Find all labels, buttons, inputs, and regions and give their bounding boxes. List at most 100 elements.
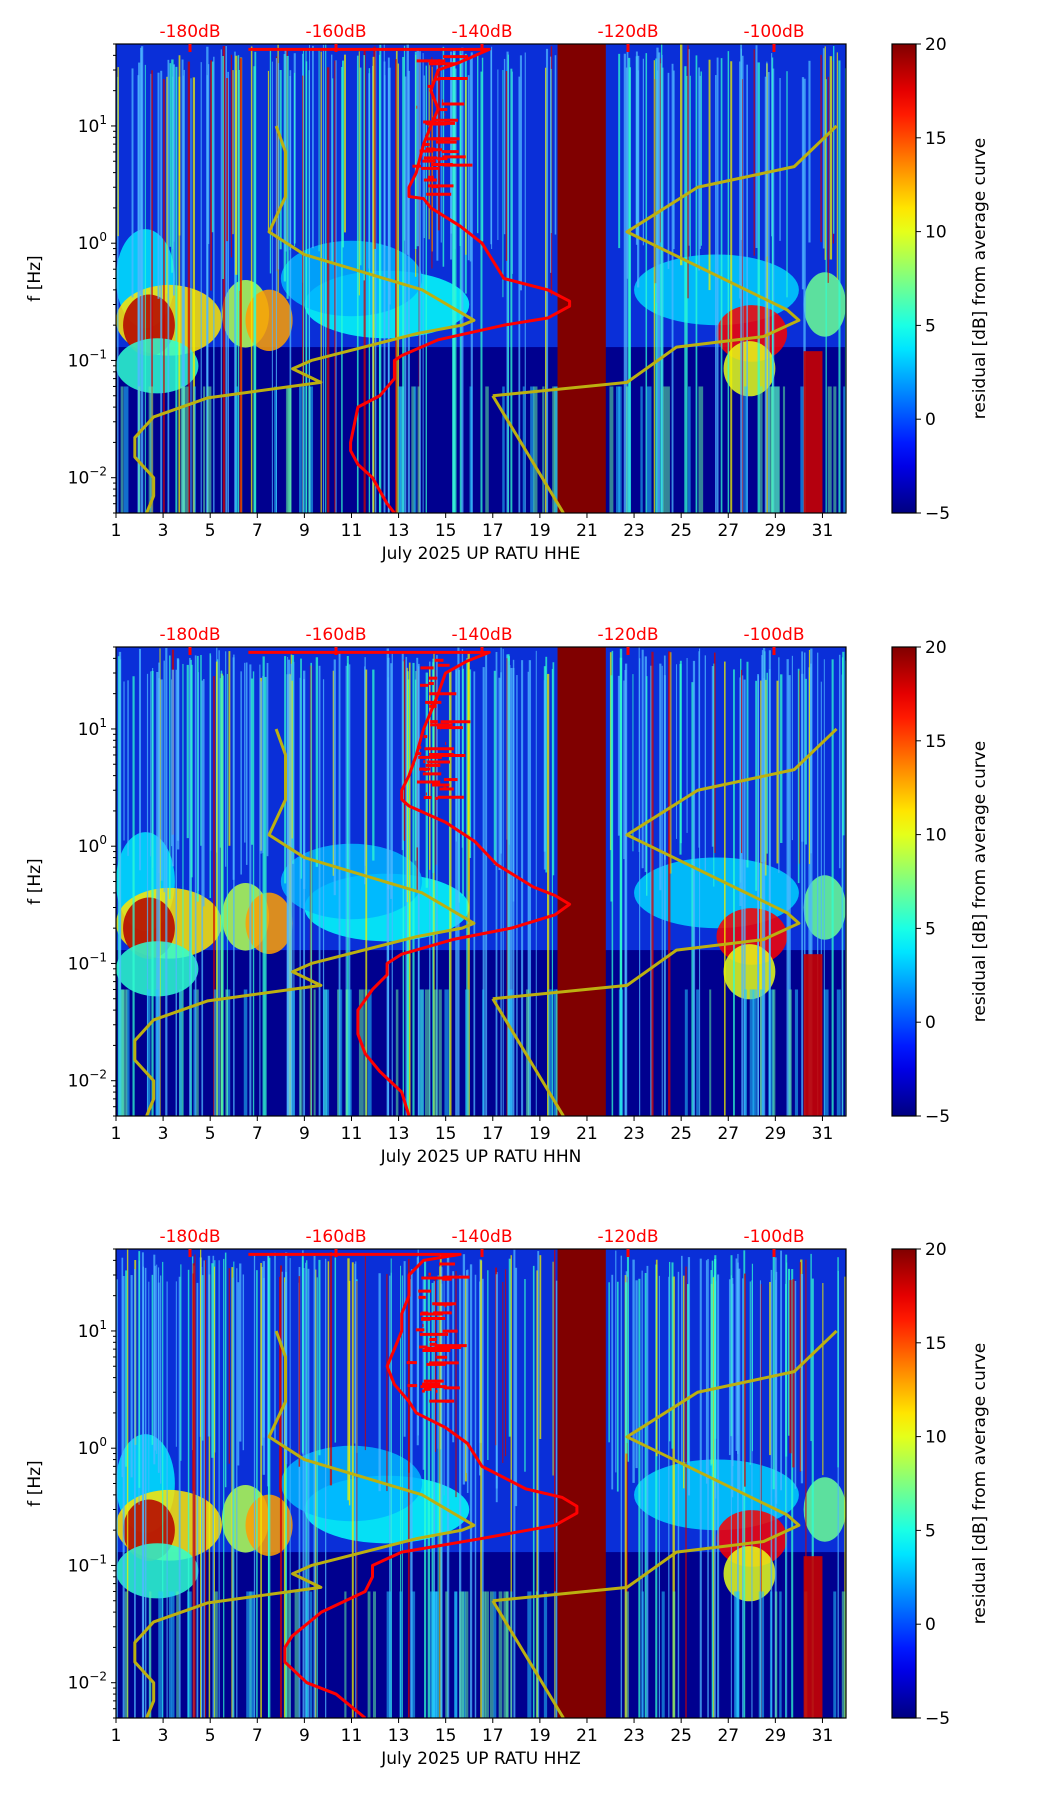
lowfreq-streak: [552, 386, 555, 513]
x-tick-label: 19: [529, 1726, 551, 1746]
transient-streak: [368, 73, 371, 269]
transient-streak: [437, 59, 440, 231]
transient-streak: [820, 54, 822, 243]
lowfreq-streak: [627, 386, 631, 513]
colorbar-tick-label: 5: [925, 316, 936, 336]
transient-streak: [256, 1270, 258, 1718]
transient-streak: [439, 1266, 441, 1718]
transient-streak: [462, 1254, 466, 1485]
transient-streak: [126, 1249, 129, 1718]
transient-streak: [225, 46, 228, 513]
colorbar-tick-label: 20: [925, 638, 947, 658]
x-tick-label: 9: [299, 521, 310, 541]
transient-streak: [213, 1266, 215, 1718]
lowfreq-streak: [553, 989, 558, 1116]
transient-streak: [646, 676, 648, 896]
transient-streak: [661, 54, 663, 513]
transient-streak: [224, 1252, 227, 1488]
colorbar-tick-label: 0: [925, 1615, 936, 1635]
transient-streak: [403, 659, 406, 841]
transient-streak: [316, 1277, 318, 1718]
lowfreq-streak: [759, 386, 763, 513]
transient-streak: [268, 1257, 271, 1718]
transient-streak: [233, 1261, 235, 1718]
transient-streak: [332, 78, 334, 262]
colorbar-tick-label: 10: [925, 826, 947, 846]
transient-streak: [222, 56, 224, 279]
lowfreq-streak: [168, 1591, 172, 1718]
y-tick-label: 10−1: [68, 1552, 107, 1576]
transient-streak: [779, 78, 781, 241]
transient-streak: [699, 75, 701, 249]
transient-streak: [491, 46, 493, 250]
transient-streak: [786, 71, 788, 298]
y-axis-label: f [Hz]: [25, 1460, 45, 1506]
lowfreq-streak: [313, 989, 316, 1116]
transient-streak: [132, 676, 135, 1116]
lowfreq-streak: [123, 386, 129, 513]
transient-streak: [331, 54, 333, 265]
lowfreq-streak: [782, 386, 786, 513]
colorbar-label: residual [dB] from average curve: [970, 1343, 990, 1624]
transient-streak: [228, 1268, 230, 1464]
lowfreq-streak: [661, 1591, 665, 1718]
x-tick-label: 7: [252, 521, 263, 541]
transient-streak: [433, 653, 435, 1116]
x-tick-label: 21: [576, 1726, 598, 1746]
transient-streak: [827, 76, 829, 283]
transient-streak: [470, 52, 473, 513]
transient-streak: [822, 48, 825, 249]
transient-streak: [358, 51, 360, 296]
x-tick-label: 3: [158, 1124, 169, 1144]
lowfreq-streak: [301, 386, 306, 513]
y-tick-label: 10−2: [68, 465, 107, 489]
transient-streak: [239, 58, 242, 513]
db-tick-label: -120dB: [597, 22, 658, 42]
y-tick-label: 10−1: [68, 347, 107, 371]
lowfreq-streak: [794, 989, 799, 1116]
transient-streak: [485, 651, 488, 1116]
lowfreq-streak: [525, 989, 530, 1116]
transient-streak: [741, 55, 744, 513]
transient-streak: [611, 1274, 614, 1490]
transient-streak: [535, 650, 537, 1116]
colorbar-tick-label: 20: [925, 35, 947, 55]
transient-streak: [608, 1282, 610, 1443]
colorbar-tick-label: 20: [925, 1240, 947, 1260]
transient-streak: [356, 55, 359, 513]
transient-streak: [314, 1269, 317, 1718]
transient-streak: [469, 669, 472, 858]
transient-streak: [623, 53, 626, 513]
transient-streak: [131, 68, 134, 298]
transient-streak: [142, 1266, 145, 1718]
transient-streak: [495, 1274, 498, 1503]
lowfreq-streak: [465, 1591, 469, 1718]
transient-streak: [320, 51, 322, 513]
transient-streak: [730, 1255, 733, 1437]
transient-streak: [436, 655, 438, 1116]
transient-streak: [190, 78, 192, 513]
transient-streak: [801, 77, 805, 290]
transient-streak: [346, 655, 349, 1116]
transient-streak: [171, 679, 173, 847]
transient-streak: [166, 1281, 168, 1718]
transient-streak: [264, 676, 267, 1116]
spectrogram-image: [116, 1249, 846, 1718]
transient-streak: [368, 68, 371, 513]
lowfreq-streak: [769, 1591, 773, 1718]
transient-streak: [240, 671, 242, 875]
lowfreq-streak: [294, 1591, 299, 1718]
lowfreq-streak: [367, 989, 372, 1116]
transient-streak: [236, 1268, 238, 1718]
transient-streak: [698, 651, 700, 848]
transient-streak: [200, 62, 202, 513]
transient-streak: [190, 664, 193, 878]
lowfreq-streak: [417, 386, 420, 513]
transient-streak: [800, 1274, 804, 1484]
transient-streak: [425, 672, 429, 888]
transient-streak: [397, 63, 399, 513]
lowfreq-streak: [625, 1591, 629, 1718]
transient-streak: [510, 667, 513, 1116]
lowfreq-streak: [326, 989, 330, 1116]
lowfreq-streak: [533, 386, 538, 513]
